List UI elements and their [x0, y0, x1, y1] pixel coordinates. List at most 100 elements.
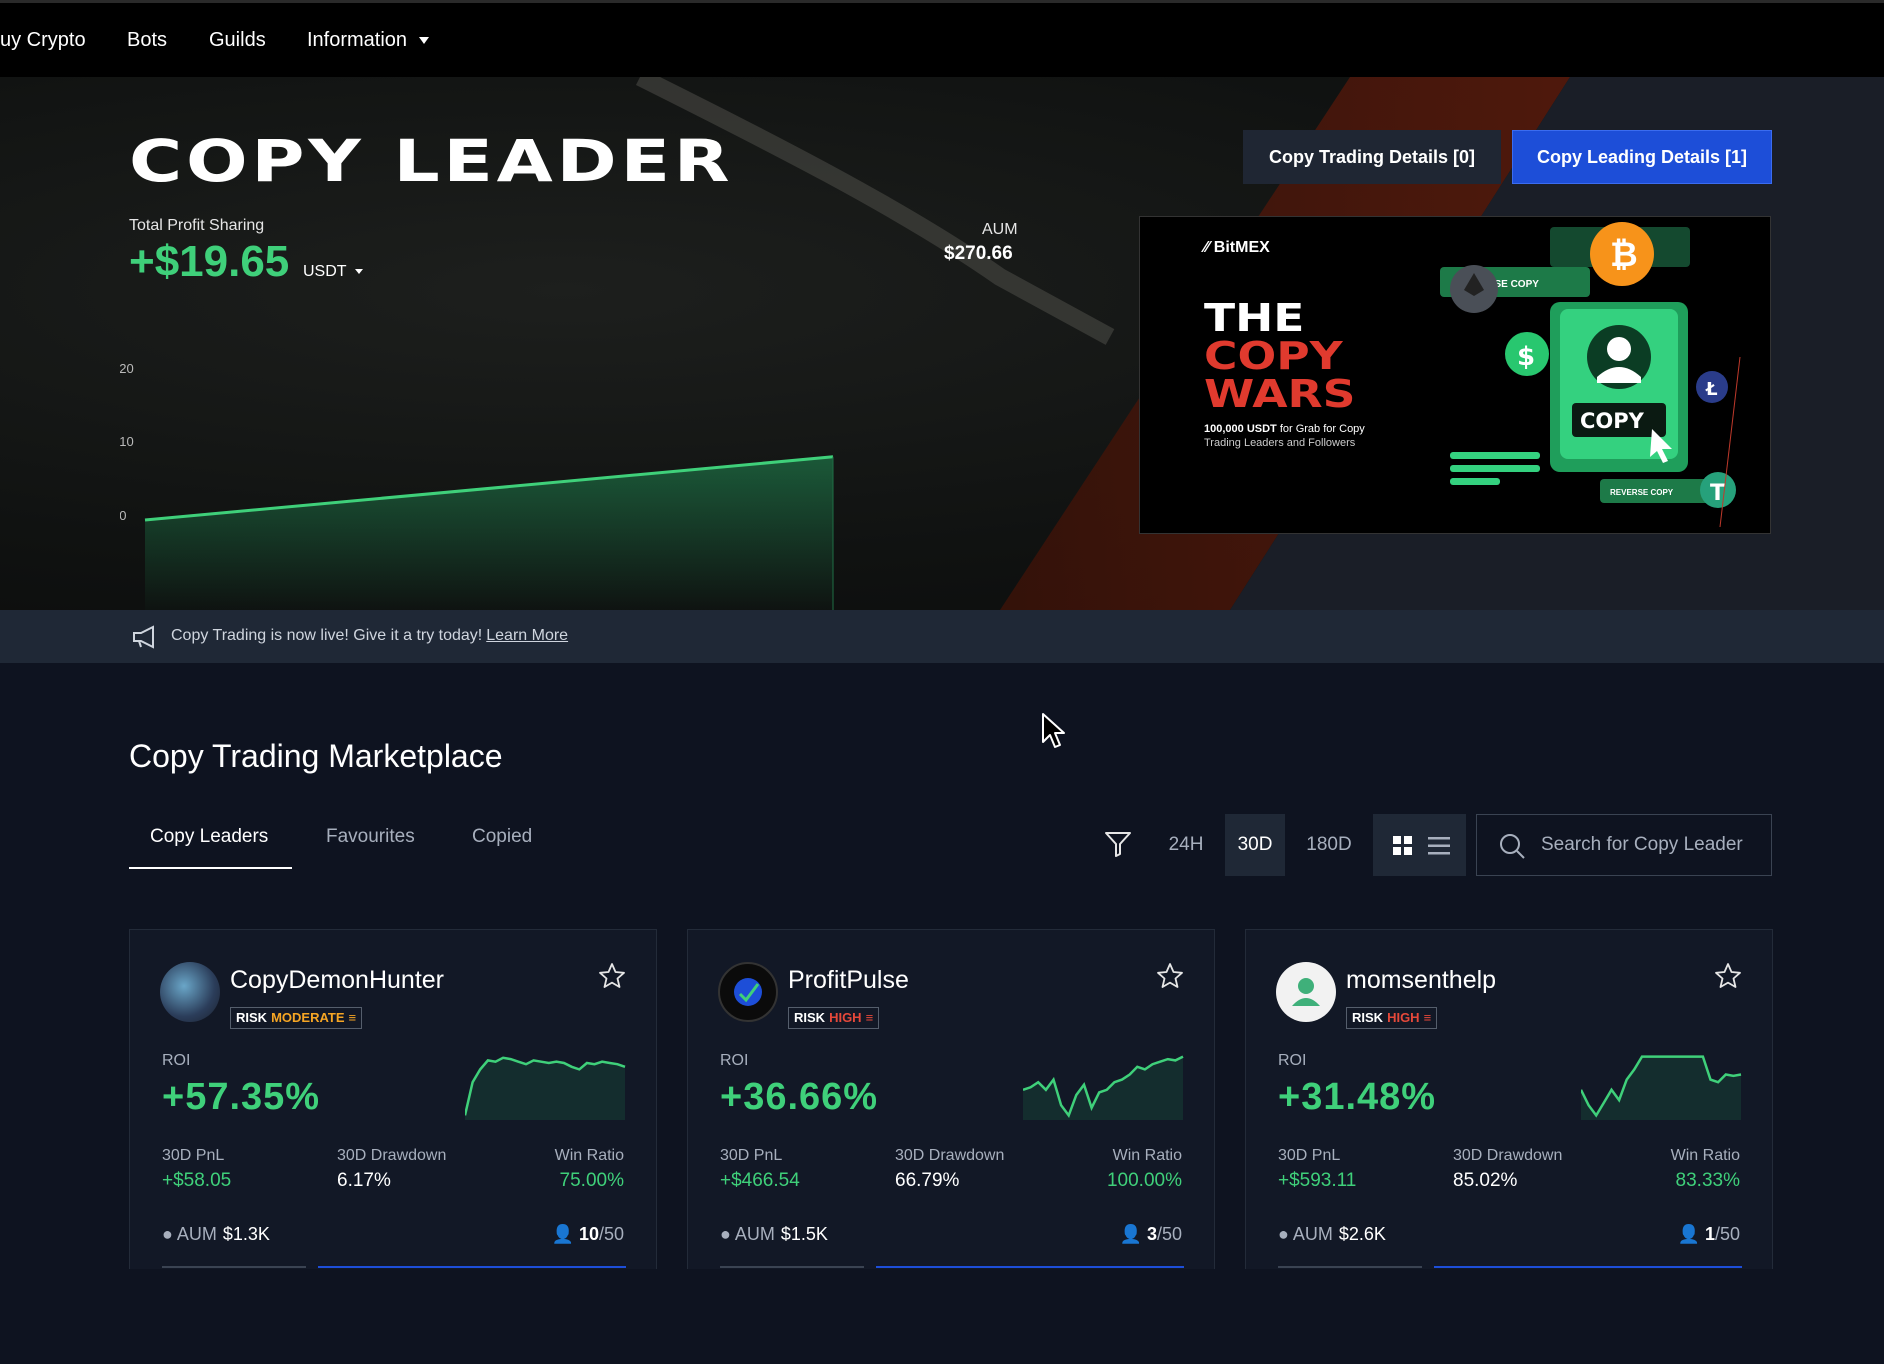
sparkline-area — [1023, 1056, 1183, 1120]
svg-text:Ł: Ł — [1705, 379, 1718, 400]
aum-row: ● AUM $1.5K — [720, 1224, 828, 1245]
pnl-label: 30D PnL — [720, 1147, 783, 1164]
dollar-icon — [1505, 332, 1549, 376]
currency-label: USDT — [303, 263, 347, 280]
card-progress — [318, 1266, 626, 1268]
card-aum-value: $2.6K — [1338, 1224, 1386, 1244]
nav-information[interactable]: Information — [307, 29, 430, 52]
leader-card[interactable]: CopyDemonHunter RISK MODERATE ≡ ROI +57.35… — [129, 929, 657, 1269]
favourite-star-icon[interactable] — [1714, 962, 1742, 990]
slots-total: /50 — [598, 1224, 624, 1244]
risk-level: MODERATE — [271, 1010, 345, 1025]
banner-illustration: REVERSE COPY ₿ $ COPY Ł REVERSE COPY T — [1440, 222, 1741, 528]
banner-title-line1: THE — [1204, 296, 1305, 340]
roi-label: ROI — [1278, 1052, 1307, 1069]
cursor-icon — [1650, 429, 1672, 463]
top-nav: uy Crypto Bots Guilds Information — [0, 0, 1884, 77]
aum-row: ● AUM $2.6K — [1278, 1224, 1386, 1245]
banner-tag-reverse-top: REVERSE COPY — [1460, 279, 1539, 290]
banner-subtitle: 100,000 USDT for Grab for Copy — [1204, 423, 1365, 435]
period-180d[interactable]: 180D — [1306, 834, 1352, 855]
risk-bars-icon: ≡ — [865, 1010, 874, 1025]
announcement-bar: Copy Trading is now live! Give it a try … — [0, 610, 1884, 663]
profit-value: +$19.65 — [129, 237, 290, 286]
win-ratio-value: 83.33% — [1675, 1170, 1740, 1191]
card-aum-value: $1.5K — [780, 1224, 828, 1244]
copier-slots: 👤 10/50 — [552, 1224, 625, 1245]
card-divider — [720, 1266, 864, 1268]
banner-title-line2: COPY — [1204, 334, 1343, 378]
slots-used: 1 — [1704, 1224, 1715, 1244]
roi-sparkline — [1023, 1055, 1184, 1120]
currency-select[interactable]: USDT — [303, 263, 363, 281]
search-icon — [1500, 834, 1525, 859]
announcement-message: Copy Trading is now live! Give it a try … — [171, 627, 483, 644]
banner-subtitle-2: Trading Leaders and Followers — [1204, 437, 1356, 449]
chart-area — [145, 456, 833, 610]
slots-used: 3 — [1146, 1224, 1157, 1244]
filter-icon[interactable] — [1104, 830, 1132, 858]
banner-copy-tag: COPY — [1580, 409, 1645, 433]
tether-icon — [1700, 472, 1736, 508]
drawdown-value: 85.02% — [1453, 1170, 1518, 1191]
period-24h[interactable]: 24H — [1168, 834, 1204, 855]
drawdown-value: 6.17% — [337, 1170, 391, 1191]
win-ratio-label: Win Ratio — [554, 1147, 624, 1164]
nav-information-label: Information — [307, 29, 408, 51]
avatar — [718, 962, 778, 1022]
grid-view-icon[interactable] — [1393, 836, 1413, 856]
copy-leading-details-button[interactable]: Copy Leading Details [1] — [1512, 130, 1772, 184]
leader-name[interactable]: CopyDemonHunter — [230, 966, 444, 994]
risk-bars-icon: ≡ — [1423, 1010, 1432, 1025]
tab-copied[interactable]: Copied — [472, 826, 533, 847]
period-30d[interactable]: 30D — [1225, 814, 1285, 876]
risk-label: RISK — [236, 1010, 268, 1025]
copy-trading-details-button[interactable]: Copy Trading Details [0] — [1243, 130, 1501, 184]
nav-buy-crypto[interactable]: uy Crypto — [0, 29, 86, 51]
favourite-star-icon[interactable] — [1156, 962, 1184, 990]
megaphone-icon — [133, 625, 154, 649]
leader-card[interactable]: momsenthelp RISK HIGH ≡ ROI +31.48% 30D Pn… — [1245, 929, 1773, 1269]
profitpulse-logo-icon — [734, 978, 762, 1006]
risk-level: HIGH — [1387, 1010, 1420, 1025]
leader-name[interactable]: momsenthelp — [1346, 966, 1497, 994]
user-icon: 👤 — [551, 1224, 574, 1244]
sparkline-line — [1023, 1055, 1184, 1118]
nav-guilds[interactable]: Guilds — [209, 29, 266, 51]
risk-badge: RISK HIGH ≡ — [1346, 1007, 1438, 1029]
user-icon: 👤 — [1119, 1224, 1142, 1244]
card-progress — [876, 1266, 1184, 1268]
banner-subtitle-rest: for Grab for Copy — [1276, 423, 1365, 435]
roi-label: ROI — [162, 1052, 191, 1069]
learn-more-link[interactable]: Learn More — [486, 627, 569, 644]
list-view-icon[interactable] — [1428, 836, 1450, 856]
pnl-value: +$593.11 — [1278, 1170, 1357, 1191]
card-aum-value: $1.3K — [222, 1224, 270, 1244]
view-toggle — [1373, 814, 1466, 876]
leader-card[interactable]: ProfitPulse RISK HIGH ≡ ROI +36.66% 30D Pn… — [687, 929, 1215, 1269]
search-input[interactable] — [1541, 815, 1761, 875]
avatar — [1276, 962, 1336, 1022]
y-tick-label: $0 — [120, 508, 126, 523]
announcement-text: Copy Trading is now live! Give it a try … — [171, 627, 568, 645]
bitcoin-icon — [1590, 222, 1654, 286]
card-aum-label: AUM — [734, 1224, 775, 1244]
win-ratio-label: Win Ratio — [1112, 1147, 1182, 1164]
money-bag-icon: ● — [720, 1224, 731, 1244]
user-icon: 👤 — [1677, 1224, 1700, 1244]
roi-value: +57.35% — [162, 1076, 321, 1118]
active-tab-indicator — [129, 867, 292, 869]
page-title: COPY LEADER — [129, 127, 734, 195]
default-user-icon — [1292, 978, 1320, 1006]
favourite-star-icon[interactable] — [598, 962, 626, 990]
tab-copy-leaders[interactable]: Copy Leaders — [150, 826, 269, 847]
promo-banner[interactable]: ⁄⁄ BitMEX THE COPY WARS 100,000 USDT for… — [1139, 216, 1771, 534]
banner-logo-text: BitMEX — [1213, 239, 1270, 256]
avatar — [160, 962, 220, 1022]
risk-label: RISK — [794, 1010, 826, 1025]
nav-bots[interactable]: Bots — [127, 29, 168, 51]
banner-subtitle-bold: 100,000 USDT — [1204, 423, 1277, 435]
leader-name[interactable]: ProfitPulse — [788, 966, 909, 994]
risk-level: HIGH — [829, 1010, 862, 1025]
tab-favourites[interactable]: Favourites — [326, 826, 415, 847]
